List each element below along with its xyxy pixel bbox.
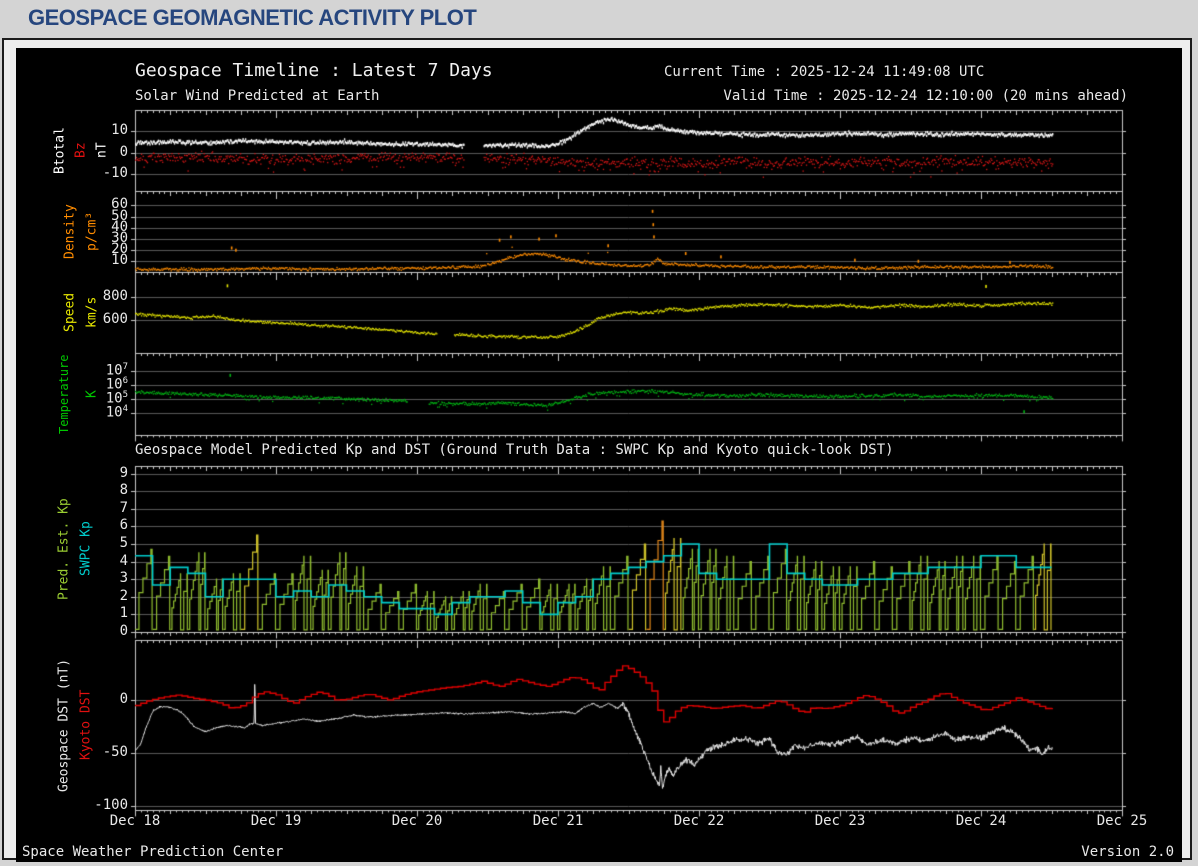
y-tick-label: 0	[119, 623, 128, 639]
x-date-label: Dec 25	[1096, 813, 1148, 829]
x-date-label: Dec 19	[250, 813, 302, 829]
y-tick-label: 10	[111, 251, 128, 268]
y-tick-label: 107	[105, 362, 128, 379]
current-time: Current Time : 2025-12-24 11:49:08 UTC	[664, 64, 985, 80]
y-tick-label: 0	[119, 143, 128, 160]
footer-version: Version 2.0	[1081, 844, 1174, 860]
x-date-label: Dec 21	[532, 813, 584, 829]
y-tick-label: 3	[119, 570, 128, 587]
y-tick-label: 20	[111, 240, 128, 257]
y-tick-label: 7	[119, 499, 128, 516]
y-tick-label: 106	[105, 376, 128, 393]
kp-dst-subtitle: Geospace Model Predicted Kp and DST (Gro…	[135, 442, 894, 458]
y-tick-label: 800	[102, 287, 128, 304]
x-date-label: Dec 24	[955, 813, 1007, 829]
footer-credit: Space Weather Prediction Center	[22, 844, 284, 860]
y-tick-label: 4	[119, 552, 128, 569]
solar-wind-subtitle: Solar Wind Predicted at Earth	[135, 88, 380, 104]
y-tick-label: 5	[119, 534, 128, 551]
timeline-chart-canvas	[16, 48, 1182, 862]
y-tick-label: 0	[119, 691, 128, 708]
y-tick-label: 30	[111, 229, 128, 246]
y-tick-label: 9	[119, 464, 128, 481]
y-tick-label: 1	[119, 605, 128, 622]
page-title: GEOSPACE GEOMAGNETIC ACTIVITY PLOT	[28, 5, 477, 30]
y-tick-label: -10	[102, 164, 128, 181]
y-tick-label: 10	[111, 122, 128, 139]
plot-frame: Geospace Timeline : Latest 7 Days Curren…	[2, 38, 1192, 862]
y-tick-label: -100	[94, 796, 128, 813]
axis-label-kyoto-dst: Kyoto DST	[78, 689, 94, 761]
y-tick-label: 104	[105, 404, 128, 421]
y-tick-label: 60	[111, 196, 128, 213]
x-date-label: Dec 18	[109, 813, 161, 829]
y-tick-label: 6	[119, 517, 128, 534]
y-tick-label: 40	[111, 218, 128, 235]
y-tick-label: -50	[102, 743, 128, 760]
valid-time: Valid Time : 2025-12-24 12:10:00 (20 min…	[723, 88, 1128, 104]
plot-title: Geospace Timeline : Latest 7 Days	[135, 60, 493, 81]
axis-label-geospace-dst: Geospace DST (nT)	[56, 658, 72, 792]
y-tick-label: 105	[105, 390, 128, 407]
y-tick-label: 8	[119, 482, 128, 499]
geospace-plot: Geospace Timeline : Latest 7 Days Curren…	[16, 48, 1182, 862]
x-date-label: Dec 23	[814, 813, 866, 829]
x-date-label: Dec 20	[391, 813, 443, 829]
y-tick-label: 600	[102, 311, 128, 328]
y-tick-label: 50	[111, 207, 128, 224]
y-tick-label: 2	[119, 587, 128, 604]
x-date-label: Dec 22	[673, 813, 725, 829]
